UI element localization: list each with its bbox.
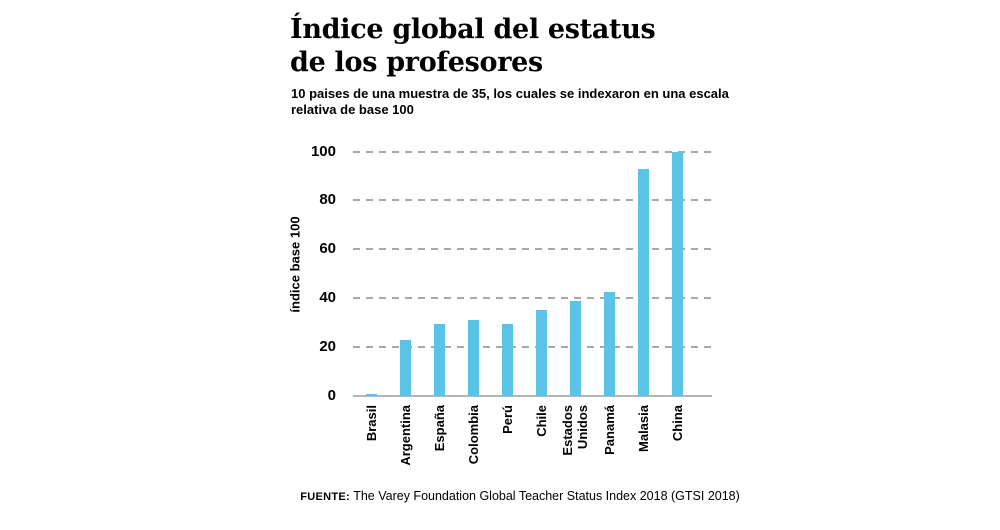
bar-china (672, 151, 683, 396)
source-text: The Varey Foundation Global Teacher Stat… (349, 489, 740, 503)
page-title-line2: de los profesores (290, 47, 543, 78)
y-tick-label-20: 20 (319, 338, 336, 356)
x-label-peru: Perú (489, 405, 525, 485)
chart-subtitle: 10 paises de una muestra de 35, los cual… (291, 86, 729, 117)
bar-panama (604, 292, 615, 396)
bar-colombia (468, 320, 479, 396)
x-label-text: Panamá (601, 405, 617, 455)
bar-brasil (366, 393, 377, 396)
x-label-text: Brasil (363, 405, 379, 442)
y-tick-label-40: 40 (319, 289, 336, 307)
gridline-80 (353, 199, 712, 202)
x-label-argentina: Argentina (387, 405, 423, 485)
y-tick-label-0: 0 (327, 387, 336, 404)
page-title-line1: Índice global del estatus (290, 14, 656, 45)
x-label-text: Estados Unidos (560, 405, 590, 456)
x-label-text: Colombia (465, 405, 481, 465)
x-label-china: China (659, 405, 695, 485)
gridline-100 (353, 150, 712, 153)
x-label-text: Perú (499, 405, 515, 434)
bar-espana (434, 323, 445, 396)
bar-estados-unidos (570, 300, 581, 396)
gridline-20 (353, 346, 712, 349)
source-label: Fuente: (300, 491, 350, 503)
x-label-text: España (431, 405, 447, 452)
y-tick-label-60: 60 (319, 240, 336, 258)
x-label-text: Argentina (397, 405, 413, 466)
y-tick-label-100: 100 (310, 142, 336, 160)
bar-argentina (400, 339, 411, 396)
x-label-chile: Chile (523, 405, 559, 485)
x-label-panama: Panamá (591, 405, 627, 485)
source-note: Fuente: The Varey Foundation Global Teac… (290, 488, 750, 505)
gridline-60 (353, 248, 712, 251)
page-title: Índice global del estatus de los profeso… (290, 13, 656, 79)
gridline-40 (353, 297, 712, 300)
bar-malasia (638, 168, 649, 396)
x-axis-line (353, 395, 712, 397)
x-label-malasia: Malasia (625, 405, 661, 485)
y-tick-label-80: 80 (319, 191, 336, 209)
x-label-text: Chile (533, 405, 549, 437)
bar-chile (536, 310, 547, 396)
y-axis-title: índice base 100 (287, 216, 303, 313)
bar-peru (502, 323, 513, 396)
x-label-espana: España (421, 405, 457, 485)
x-label-text: China (669, 405, 685, 442)
x-label-text: Malasia (635, 405, 651, 452)
x-label-brasil: Brasil (353, 405, 389, 485)
x-label-colombia: Colombia (455, 405, 491, 485)
x-label-estados-unidos: Estados Unidos (557, 405, 593, 485)
